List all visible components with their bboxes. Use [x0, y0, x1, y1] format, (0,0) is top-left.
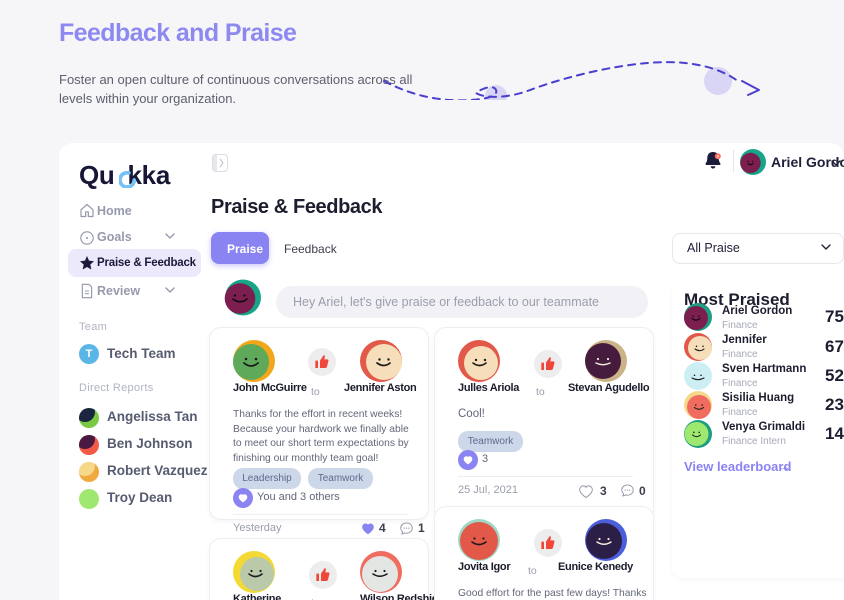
svg-text:3: 3 [717, 155, 719, 159]
